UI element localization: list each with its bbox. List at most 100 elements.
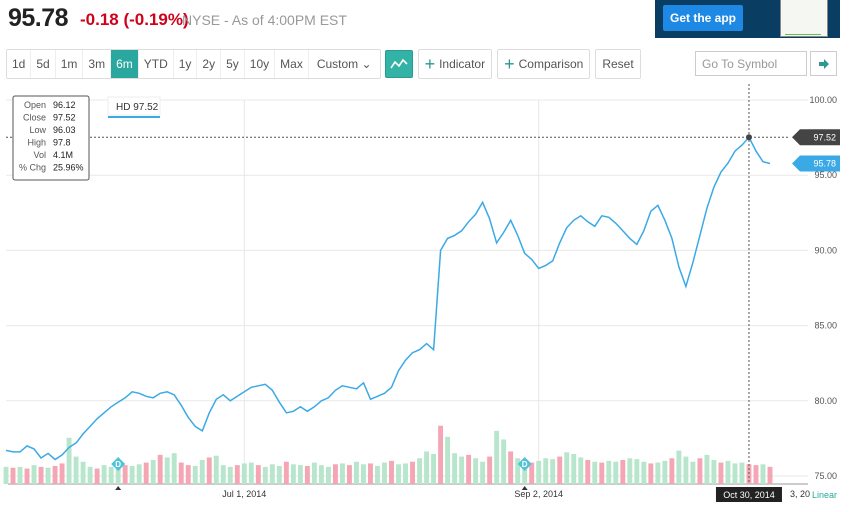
volume-bar — [746, 464, 752, 484]
y-tick-label: 80.00 — [814, 396, 837, 406]
volume-bar — [80, 461, 86, 484]
volume-bar — [94, 468, 100, 484]
range-max[interactable]: Max — [275, 50, 309, 78]
volume-bar — [234, 465, 240, 484]
volume-bar — [480, 461, 486, 484]
crosshair-date-label: Oct 30, 2014 — [723, 490, 775, 500]
range-2y[interactable]: 2y — [197, 50, 222, 78]
tooltip-box — [12, 95, 90, 181]
volume-bar — [613, 461, 619, 484]
chart-toolbar: 1d 5d 1m 3m 6m YTD 1y 2y 5y 10y Max Custom ⌄ + Indic… — [6, 49, 641, 79]
range-6m[interactable]: 6m — [111, 50, 139, 78]
range-1y[interactable]: 1y — [174, 50, 198, 78]
volume-bar — [206, 457, 212, 484]
x-tick-label: Sep 2, 2014 — [514, 489, 563, 499]
line-chart-icon — [389, 58, 408, 69]
volume-bar — [354, 461, 359, 484]
volume-bar — [627, 458, 633, 484]
dividend-marker[interactable] — [111, 457, 126, 471]
volume-bar — [669, 458, 675, 484]
volume-bar — [297, 465, 303, 484]
volume-bar — [304, 466, 310, 484]
tooltip-label: Open — [24, 100, 46, 110]
volume-bar — [648, 463, 654, 484]
volume-bar — [185, 465, 191, 484]
volume-bar — [557, 456, 563, 484]
event-caret — [115, 486, 122, 490]
get-app-button[interactable]: Get the app — [663, 5, 743, 31]
chart-grid — [6, 99, 808, 485]
tooltip-value: 97.8 — [53, 138, 71, 148]
dividend-marker-label: D — [522, 460, 528, 469]
price-chart[interactable]: 100.00 95.00 90.00 85.00 80.00 75.00 Jul 1, 2… — [0, 84, 865, 512]
range-1d[interactable]: 1d — [7, 50, 32, 78]
volume-bar — [87, 466, 93, 484]
tooltip-value: 97.52 — [53, 113, 76, 123]
volume-bar — [662, 460, 668, 484]
tooltip-label: % Chg — [19, 163, 46, 173]
volume-bar — [192, 466, 198, 484]
plus-icon: + — [504, 54, 515, 74]
volume-bar — [361, 464, 366, 484]
volume-bar — [255, 465, 261, 484]
tooltip-label: High — [27, 138, 46, 148]
indicator-button[interactable]: + Indicator — [417, 49, 493, 79]
range-5d[interactable]: 5d — [31, 50, 56, 78]
crosshair-price-label: 97.52 — [813, 132, 836, 142]
volume-bar — [108, 466, 114, 484]
volume-bar — [431, 454, 437, 484]
volume-bar — [550, 459, 556, 484]
crosshair-point — [745, 134, 752, 141]
tooltip-label: Close — [23, 113, 46, 123]
range-1m[interactable]: 1m — [56, 50, 84, 78]
volume-bar — [213, 455, 219, 484]
crosshair: 97.52 Oct 30, 2014 95.78 — [6, 84, 840, 502]
go-button[interactable] — [810, 51, 837, 76]
chart-type-button[interactable] — [384, 50, 413, 78]
volume-bar — [438, 425, 444, 484]
volume-bar — [220, 465, 226, 484]
volume-bar — [739, 462, 745, 484]
volume-bar — [543, 458, 549, 484]
y-tick-label: 95.00 — [814, 170, 837, 180]
plus-icon: + — [424, 54, 436, 74]
volume-bar — [718, 462, 724, 484]
volume-bar — [501, 439, 507, 484]
y-tick-label: 75.00 — [814, 471, 837, 481]
symbol-search-input[interactable] — [695, 51, 807, 76]
volume-bars — [3, 425, 773, 484]
volume-bar — [578, 457, 584, 484]
legend-hd: HD 97.52 — [107, 96, 161, 118]
range-custom[interactable]: Custom ⌄ — [316, 57, 372, 71]
range-ytd[interactable]: YTD — [139, 50, 174, 78]
dividend-marker[interactable] — [517, 457, 532, 471]
volume-bar — [725, 460, 731, 484]
comparison-button[interactable]: + Comparison — [497, 49, 591, 79]
volume-bar — [59, 463, 65, 484]
ohlc-tooltip: Open 96.12 Close 97.52 Low 96.03 High 97.8 Vol 4.… — [12, 95, 90, 181]
range-10y[interactable]: 10y — [245, 50, 276, 78]
phone-image — [780, 0, 828, 37]
volume-bar — [753, 465, 759, 484]
app-ad-banner[interactable]: Get the app — [655, 0, 840, 38]
volume-bar — [704, 454, 710, 484]
indicator-label: Indicator — [439, 57, 486, 71]
exchange-info: NYSE - As of 4:00PM EST — [182, 12, 347, 28]
tooltip-label: Low — [29, 125, 46, 135]
volume-bar — [199, 460, 205, 484]
volume-bar — [164, 457, 170, 484]
volume-bar — [66, 437, 72, 484]
reset-button[interactable]: Reset — [595, 49, 641, 79]
scale-toggle[interactable]: Linear — [812, 490, 837, 500]
phone-chart-graphic — [785, 14, 821, 35]
volume-bar — [732, 463, 738, 484]
range-5y[interactable]: 5y — [221, 50, 245, 78]
range-3m[interactable]: 3m — [83, 50, 112, 78]
volume-bar — [136, 464, 142, 484]
price-change: -0.18 (-0.19%) — [80, 10, 189, 29]
volume-bar — [262, 466, 268, 484]
volume-bar — [599, 462, 605, 484]
y-tick-label: 90.00 — [814, 245, 837, 255]
volume-bar — [283, 461, 289, 484]
crosshair-price-tag — [792, 129, 840, 146]
